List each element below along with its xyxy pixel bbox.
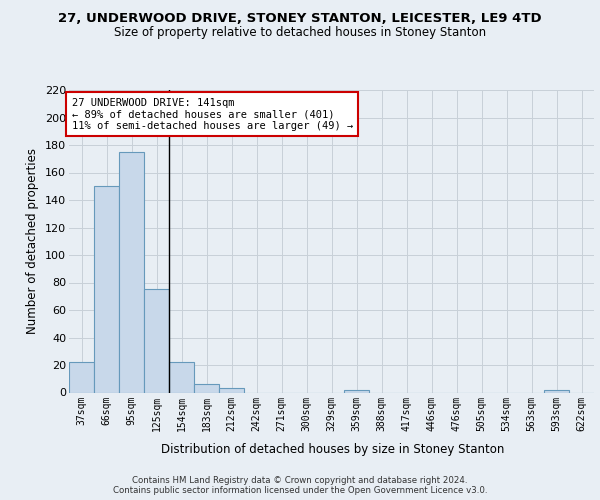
Bar: [219, 388, 244, 392]
Y-axis label: Number of detached properties: Number of detached properties: [26, 148, 40, 334]
Text: Size of property relative to detached houses in Stoney Stanton: Size of property relative to detached ho…: [114, 26, 486, 39]
Text: Distribution of detached houses by size in Stoney Stanton: Distribution of detached houses by size …: [161, 442, 505, 456]
Bar: [119, 152, 144, 392]
Bar: [94, 186, 119, 392]
Bar: [544, 390, 569, 392]
Bar: [194, 384, 219, 392]
Bar: [69, 362, 94, 392]
Text: Contains HM Land Registry data © Crown copyright and database right 2024.
Contai: Contains HM Land Registry data © Crown c…: [113, 476, 487, 495]
Bar: [169, 362, 194, 392]
Bar: [344, 390, 369, 392]
Text: 27 UNDERWOOD DRIVE: 141sqm
← 89% of detached houses are smaller (401)
11% of sem: 27 UNDERWOOD DRIVE: 141sqm ← 89% of deta…: [71, 98, 353, 131]
Bar: [144, 290, 169, 393]
Text: 27, UNDERWOOD DRIVE, STONEY STANTON, LEICESTER, LE9 4TD: 27, UNDERWOOD DRIVE, STONEY STANTON, LEI…: [58, 12, 542, 26]
